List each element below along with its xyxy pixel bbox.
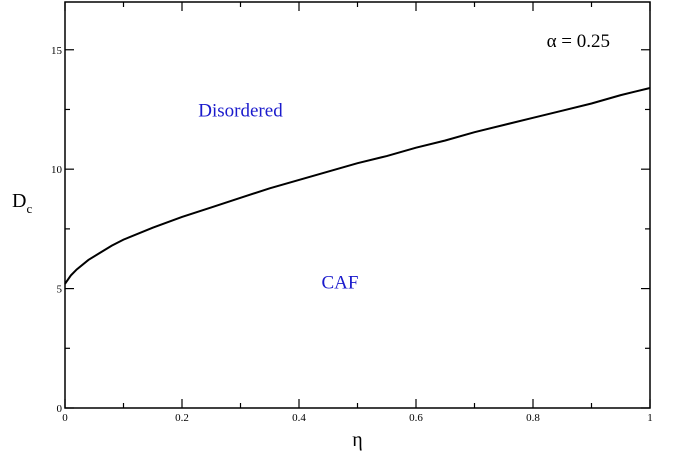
y-tick-label: 10 bbox=[51, 164, 63, 176]
x-tick-label: 0.8 bbox=[526, 412, 540, 424]
x-tick-label: 1 bbox=[647, 412, 653, 424]
x-tick-label: 0.6 bbox=[409, 412, 423, 424]
region-label-caf: CAF bbox=[321, 273, 358, 294]
y-tick-label: 15 bbox=[51, 45, 63, 57]
x-tick-label: 0.2 bbox=[175, 412, 189, 424]
y-tick-label: 0 bbox=[57, 403, 63, 415]
parameter-label: α = 0.25 bbox=[547, 31, 610, 52]
y-tick-labels: 0 5 10 15 bbox=[51, 45, 63, 415]
y-tick-label: 5 bbox=[57, 284, 63, 296]
tick-marks bbox=[64, 2, 651, 409]
region-label-disordered: Disordered bbox=[198, 101, 283, 122]
y-axis-label: Dc bbox=[12, 190, 32, 216]
x-tick-label: 0 bbox=[62, 412, 68, 424]
y-axis-label-subscript: c bbox=[26, 201, 32, 216]
plot-frame bbox=[64, 1, 651, 409]
x-tick-label: 0.4 bbox=[292, 412, 306, 424]
y-axis-label-main: D bbox=[12, 190, 26, 212]
x-tick-labels: 0 0.2 0.4 0.6 0.8 1 bbox=[62, 412, 653, 424]
x-axis-label: η bbox=[352, 429, 362, 451]
phase-boundary-line bbox=[64, 87, 651, 285]
